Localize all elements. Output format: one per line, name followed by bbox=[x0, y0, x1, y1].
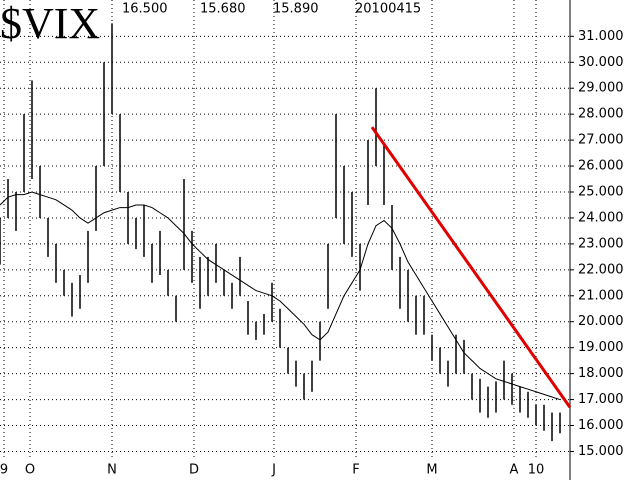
x-tick-label: 9 bbox=[0, 463, 8, 478]
x-tick-label: F bbox=[352, 463, 359, 478]
x-tick-label: M bbox=[426, 463, 437, 478]
chart-title: $VIX bbox=[0, 0, 100, 48]
x-tick-label: N bbox=[107, 463, 117, 478]
y-tick-label: 26.000 bbox=[578, 159, 624, 174]
y-tick-label: 24.000 bbox=[578, 210, 624, 225]
y-tick-label: 16.000 bbox=[578, 418, 624, 433]
x-tick-label: 10 bbox=[528, 463, 545, 478]
y-tick-label: 18.000 bbox=[578, 366, 624, 381]
y-tick-label: 21.000 bbox=[578, 288, 624, 303]
trendline bbox=[370, 126, 572, 409]
y-tick-label: 19.000 bbox=[578, 340, 624, 355]
y-tick-label: 29.000 bbox=[578, 81, 624, 96]
y-tick-label: 28.000 bbox=[578, 107, 624, 122]
y-tick-label: 27.000 bbox=[578, 133, 624, 148]
header-value: 15.890 bbox=[273, 2, 319, 17]
y-tick-label: 31.000 bbox=[578, 29, 624, 44]
x-tick-label: O bbox=[25, 463, 35, 478]
header-value: 16.500 bbox=[122, 2, 168, 17]
y-tick-label: 15.000 bbox=[578, 444, 624, 459]
y-tick-label: 17.000 bbox=[578, 392, 624, 407]
x-tick-label: D bbox=[189, 463, 199, 478]
x-tick-label: A bbox=[510, 463, 519, 478]
y-tick-label: 30.000 bbox=[578, 55, 624, 70]
y-tick-label: 25.000 bbox=[578, 185, 624, 200]
y-tick-label: 22.000 bbox=[578, 262, 624, 277]
header-value: 15.680 bbox=[200, 2, 246, 17]
header-value: 20100415 bbox=[355, 2, 421, 17]
x-tick-label: J bbox=[271, 463, 276, 478]
moving-average bbox=[0, 191, 561, 401]
y-tick-label: 20.000 bbox=[578, 314, 624, 329]
y-tick-label: 23.000 bbox=[578, 236, 624, 251]
